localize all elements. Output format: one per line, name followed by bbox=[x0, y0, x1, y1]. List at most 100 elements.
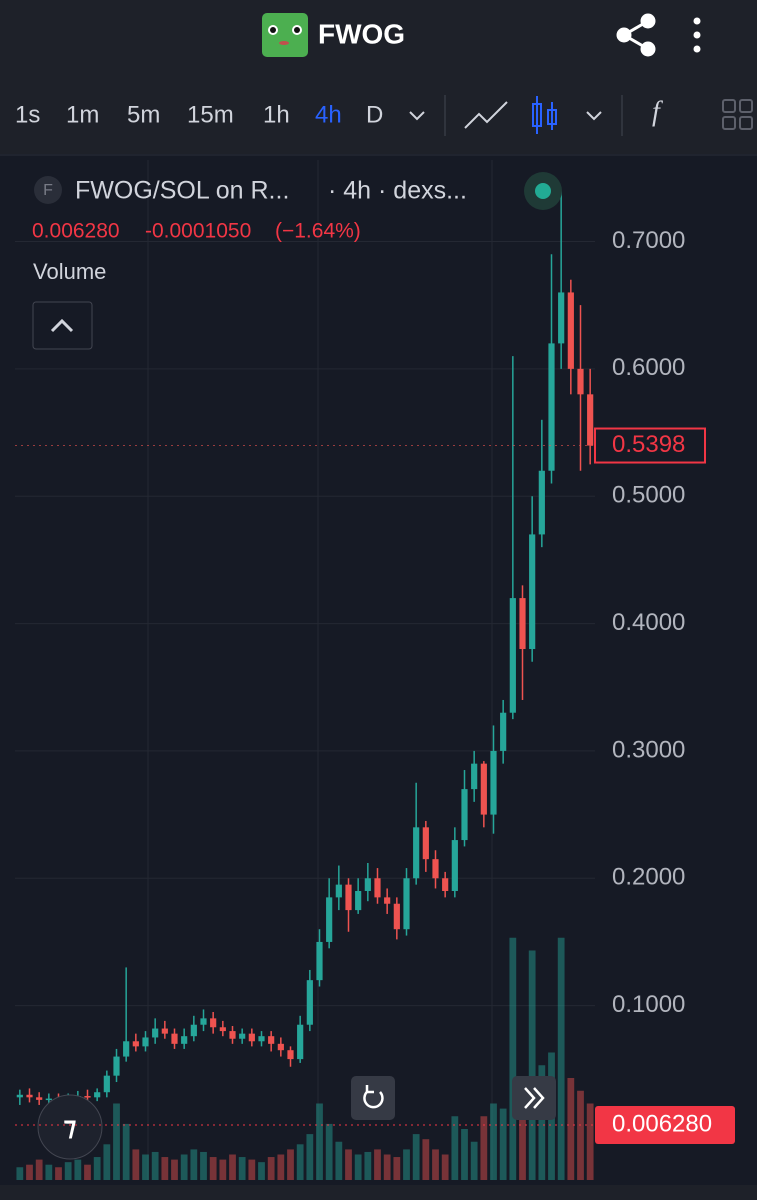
y-tick-label: 0.6000 bbox=[612, 354, 685, 381]
candle-body bbox=[277, 1043, 284, 1051]
volume-bar bbox=[219, 1159, 227, 1180]
volume-bar bbox=[93, 1157, 101, 1180]
candle-body bbox=[123, 1041, 130, 1057]
candle-body bbox=[132, 1041, 139, 1047]
y-tick-label: 0.1000 bbox=[612, 991, 685, 1018]
volume-bar bbox=[190, 1149, 198, 1180]
volume-bar bbox=[412, 1134, 420, 1180]
layout-button[interactable] bbox=[722, 99, 753, 130]
candle-body bbox=[200, 1018, 207, 1025]
collapse-icon bbox=[50, 318, 74, 333]
volume-bar bbox=[557, 937, 565, 1180]
line-chart-button[interactable] bbox=[464, 101, 508, 129]
candle-body bbox=[248, 1033, 255, 1042]
menu-button[interactable] bbox=[693, 17, 701, 53]
volume-bar bbox=[528, 950, 536, 1180]
volume-bar bbox=[142, 1154, 149, 1180]
candle-body bbox=[268, 1036, 275, 1044]
volume-bar bbox=[55, 1167, 62, 1180]
candle-body bbox=[171, 1033, 178, 1044]
candle-body bbox=[577, 368, 584, 395]
interval-button[interactable]: 5m bbox=[127, 101, 160, 128]
interval-dropdown[interactable] bbox=[409, 111, 425, 121]
candle-body bbox=[413, 827, 420, 879]
change-value: -0.0001050 bbox=[145, 220, 251, 243]
candle-body bbox=[432, 859, 439, 879]
last-price-box bbox=[594, 427, 706, 464]
interval-button-active[interactable]: 4h bbox=[315, 101, 342, 128]
collapse-button[interactable] bbox=[32, 301, 93, 350]
tradingview-logo[interactable] bbox=[37, 1094, 103, 1160]
volume-bar bbox=[335, 1141, 343, 1180]
candle-body bbox=[345, 884, 352, 911]
candle-body bbox=[26, 1094, 33, 1098]
volume-bar bbox=[103, 1144, 111, 1180]
volume-bar bbox=[122, 1123, 130, 1180]
interval-button[interactable]: 15m bbox=[187, 101, 234, 128]
volume-bar bbox=[316, 1103, 323, 1180]
volume-bar bbox=[364, 1151, 372, 1180]
candle-body bbox=[229, 1031, 236, 1039]
candle-body bbox=[326, 897, 333, 942]
volume-bar bbox=[296, 1144, 304, 1180]
symbol-source: · 4h · dexs... bbox=[328, 177, 467, 205]
volume-bar bbox=[374, 1149, 381, 1180]
candle-body bbox=[84, 1096, 91, 1098]
volume-bar bbox=[432, 1149, 439, 1180]
reset-icon bbox=[363, 1085, 384, 1109]
y-tick-label: 0.5000 bbox=[612, 482, 685, 509]
volume-bar bbox=[35, 1159, 43, 1180]
volume-bar bbox=[74, 1159, 82, 1180]
candle-body bbox=[519, 598, 526, 650]
candle-body bbox=[316, 941, 323, 981]
y-tick-label: 0.3000 bbox=[612, 736, 685, 763]
volume-bar bbox=[306, 1134, 314, 1180]
candle-body bbox=[538, 470, 545, 535]
candle-body bbox=[384, 897, 391, 904]
volume-bar bbox=[470, 1141, 478, 1180]
volume-bar bbox=[171, 1159, 178, 1180]
candle-body bbox=[490, 750, 497, 815]
candle-body bbox=[355, 891, 362, 911]
candle-body bbox=[567, 292, 574, 369]
volume-bar bbox=[567, 1078, 575, 1180]
candle-body bbox=[16, 1094, 23, 1098]
interval-button[interactable]: 1h bbox=[263, 101, 290, 128]
chart-type-dropdown[interactable] bbox=[586, 111, 602, 121]
symbol-badge bbox=[34, 176, 62, 204]
share-button[interactable] bbox=[616, 13, 656, 57]
volume-bar bbox=[45, 1164, 53, 1180]
volume-bar bbox=[151, 1151, 159, 1180]
market-status-dot bbox=[535, 183, 551, 199]
volume-bar bbox=[383, 1154, 391, 1180]
candle-body bbox=[103, 1075, 110, 1093]
y-tick-label: 0.4000 bbox=[612, 609, 685, 636]
interval-button[interactable]: D bbox=[366, 101, 383, 128]
candle-body bbox=[94, 1092, 101, 1098]
volume-bar bbox=[480, 1116, 488, 1180]
volume-bar bbox=[132, 1149, 140, 1180]
symbol-name[interactable]: FWOG/SOL on R... bbox=[75, 177, 289, 205]
indicators-button[interactable]: f bbox=[652, 96, 663, 127]
volume-bar bbox=[586, 1103, 594, 1180]
candle-body bbox=[529, 534, 536, 650]
candle-body bbox=[374, 878, 381, 898]
candle-body bbox=[297, 1024, 304, 1060]
interval-button[interactable]: 1m bbox=[66, 101, 99, 128]
interval-button[interactable]: 1s bbox=[15, 101, 40, 128]
candle-chart-button[interactable] bbox=[532, 96, 557, 134]
reset-button[interactable] bbox=[351, 1076, 395, 1120]
volume-bar bbox=[490, 1103, 497, 1180]
scroll-icon bbox=[524, 1087, 545, 1109]
marker-price-box bbox=[595, 1105, 735, 1144]
candle-body bbox=[509, 598, 516, 713]
candle-body bbox=[335, 884, 342, 898]
volume-bar bbox=[267, 1157, 275, 1180]
y-tick-label: 0.7000 bbox=[612, 227, 685, 254]
volume-bar bbox=[258, 1162, 265, 1180]
volume-bar bbox=[161, 1157, 169, 1180]
volume-bar bbox=[422, 1139, 430, 1180]
volume-bar bbox=[538, 1065, 546, 1180]
